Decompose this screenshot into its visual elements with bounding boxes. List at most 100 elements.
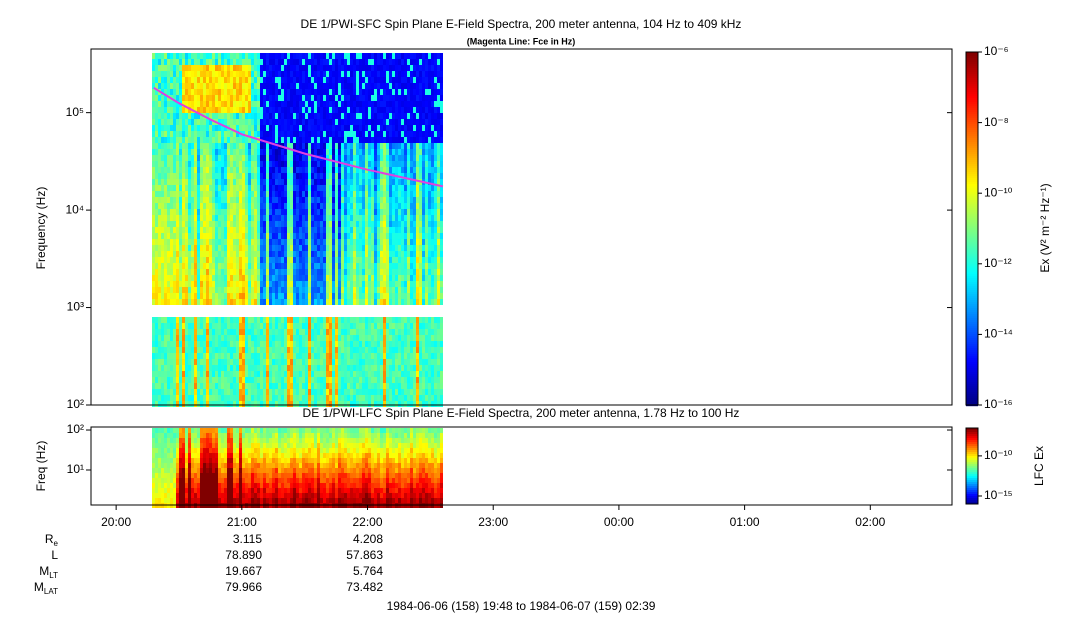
- spectrogram-cell: [212, 275, 215, 281]
- spectrogram-cell: [395, 275, 398, 281]
- spectrogram-cell: [296, 389, 299, 395]
- spectrogram-cell: [212, 401, 215, 407]
- spectrogram-cell: [266, 203, 269, 209]
- spectrogram-cell: [287, 275, 290, 281]
- spectrogram-cell: [182, 209, 185, 215]
- spectrogram-cell: [326, 275, 329, 281]
- spectrogram-cell: [404, 167, 407, 173]
- spectrogram-cell: [326, 113, 329, 119]
- spectrogram-cell: [254, 179, 257, 185]
- spectrogram-cell: [317, 143, 320, 149]
- spectrogram-cell: [407, 275, 410, 281]
- spectrogram-cell: [299, 89, 302, 95]
- spectrogram-cell: [233, 239, 236, 245]
- spectrogram-cell: [320, 275, 323, 281]
- spectrogram-cell: [311, 269, 314, 275]
- spectrogram-cell: [305, 245, 308, 251]
- spectrogram-cell: [329, 263, 332, 269]
- spectrogram-cell: [185, 251, 188, 257]
- spectrogram-cell: [398, 347, 401, 353]
- spectrogram-cell: [296, 239, 299, 245]
- spectrogram-cell: [386, 221, 389, 227]
- spectrogram-cell: [245, 341, 248, 347]
- spectrogram-cell: [392, 89, 395, 95]
- spectrogram-cell: [272, 221, 275, 227]
- spectrogram-cell: [302, 365, 305, 371]
- spectrogram-cell: [377, 53, 380, 59]
- spectrogram-cell: [191, 401, 194, 407]
- spectrogram-cell: [281, 299, 284, 305]
- spectrogram-cell: [266, 107, 269, 113]
- spectrogram-cell: [182, 377, 185, 383]
- spectrogram-cell: [173, 143, 176, 149]
- spectrogram-cell: [341, 257, 344, 263]
- spectrogram-cell: [401, 107, 404, 113]
- spectrogram-cell: [173, 179, 176, 185]
- spectrogram-cell: [299, 401, 302, 407]
- spectrogram-cell: [407, 227, 410, 233]
- spectrogram-cell: [188, 239, 191, 245]
- spectrogram-cell: [197, 329, 200, 335]
- spectrogram-cell: [347, 281, 350, 287]
- spectrogram-cell: [209, 215, 212, 221]
- spectrogram-cell: [161, 107, 164, 113]
- spectrogram-cell: [299, 209, 302, 215]
- spectrogram-cell: [380, 221, 383, 227]
- spectrogram-cell: [347, 335, 350, 341]
- spectrogram-cell: [221, 239, 224, 245]
- spectrogram-cell: [236, 389, 239, 395]
- spectrogram-cell: [215, 113, 218, 119]
- spectrogram-cell: [206, 287, 209, 293]
- spectrogram-cell: [305, 323, 308, 329]
- spectrogram-cell: [326, 197, 329, 203]
- spectrogram-cell: [200, 329, 203, 335]
- spectrogram-cell: [257, 185, 260, 191]
- spectrogram-cell: [353, 101, 356, 107]
- spectrogram-cell: [158, 227, 161, 233]
- spectrogram-cell: [350, 269, 353, 275]
- spectrogram-cell: [323, 179, 326, 185]
- spectrogram-cell: [329, 383, 332, 389]
- spectrogram-cell: [281, 215, 284, 221]
- spectrogram-cell: [392, 203, 395, 209]
- spectrogram-cell: [401, 209, 404, 215]
- spectrogram-cell: [380, 245, 383, 251]
- spectrogram-cell: [206, 269, 209, 275]
- spectrogram-cell: [305, 161, 308, 167]
- spectrogram-cell: [314, 281, 317, 287]
- spectrogram-cell: [200, 167, 203, 173]
- spectrogram-cell: [350, 365, 353, 371]
- spectrogram-cell: [335, 293, 338, 299]
- spectrogram-cell: [260, 209, 263, 215]
- spectrogram-cell: [401, 191, 404, 197]
- spectrogram-cell: [338, 269, 341, 275]
- spectrogram-cell: [212, 221, 215, 227]
- spectrogram-cell: [212, 137, 215, 143]
- spectrogram-cell: [254, 293, 257, 299]
- spectrogram-cell: [371, 221, 374, 227]
- spectrogram-cell: [353, 323, 356, 329]
- spectrogram-cell: [263, 95, 266, 101]
- spectrogram-cell: [260, 251, 263, 257]
- spectrogram-cell: [299, 317, 302, 323]
- spectrogram-cell: [341, 383, 344, 389]
- spectrogram-cell: [254, 389, 257, 395]
- spectrogram-cell: [161, 281, 164, 287]
- spectrogram-cell: [197, 377, 200, 383]
- spectrogram-cell: [242, 383, 245, 389]
- spectrogram-cell: [239, 299, 242, 305]
- spectrogram-cell: [203, 245, 206, 251]
- spectrogram-cell: [206, 149, 209, 155]
- spectrogram-cell: [185, 197, 188, 203]
- spectrogram-cell: [170, 377, 173, 383]
- spectrogram-cell: [392, 287, 395, 293]
- spectrogram-cell: [371, 149, 374, 155]
- spectrogram-cell: [362, 107, 365, 113]
- spectrogram-cell: [335, 137, 338, 143]
- spectrogram-cell: [320, 383, 323, 389]
- spectrogram-cell: [341, 281, 344, 287]
- spectrogram-cell: [407, 131, 410, 137]
- spectrogram-cell: [155, 173, 158, 179]
- spectrogram-cell: [320, 341, 323, 347]
- spectrogram-cell: [398, 365, 401, 371]
